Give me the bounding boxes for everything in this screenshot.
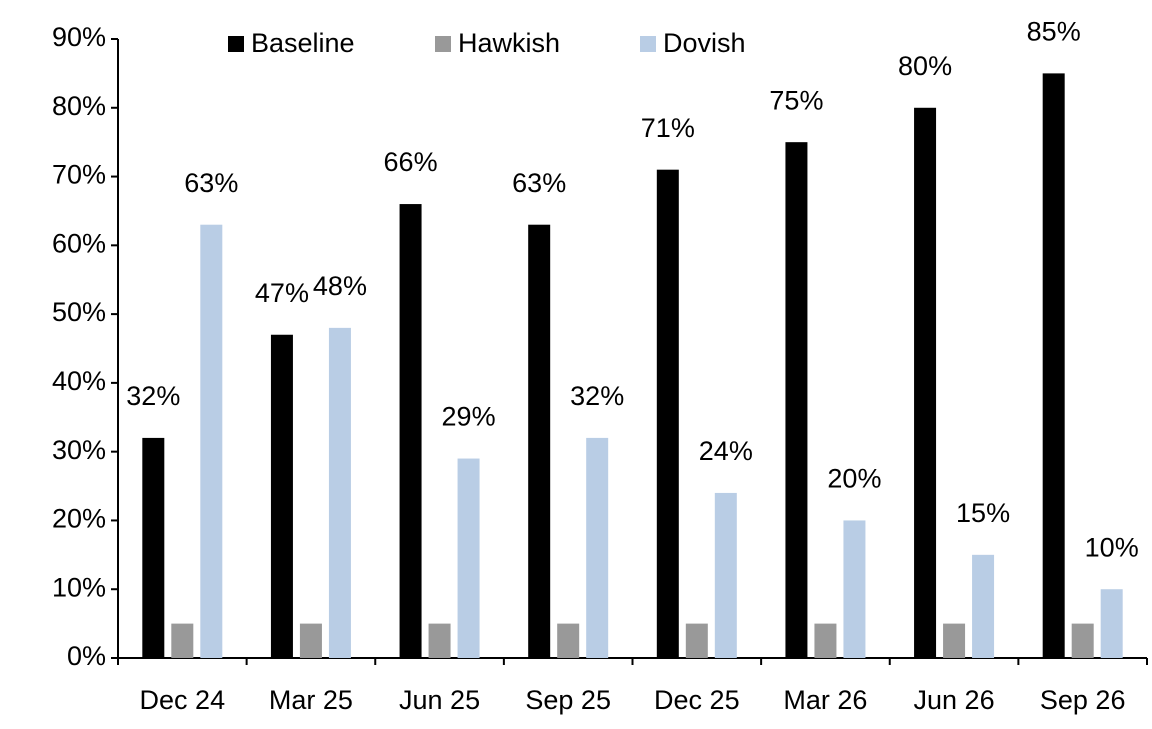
y-tick-label: 30% bbox=[52, 435, 106, 465]
data-label: 32% bbox=[126, 381, 180, 411]
y-tick-label: 60% bbox=[52, 228, 106, 258]
data-label: 75% bbox=[769, 85, 823, 115]
bar bbox=[171, 623, 194, 658]
data-label: 63% bbox=[512, 168, 566, 198]
legend-label: Dovish bbox=[663, 28, 746, 58]
data-label: 71% bbox=[641, 113, 695, 143]
data-label: 47% bbox=[255, 278, 309, 308]
bar bbox=[1042, 73, 1065, 658]
bar bbox=[557, 623, 580, 658]
data-label: 24% bbox=[699, 436, 753, 466]
bar bbox=[785, 142, 808, 658]
data-label: 85% bbox=[1027, 17, 1081, 47]
data-label: 80% bbox=[898, 51, 952, 81]
bar bbox=[200, 224, 223, 658]
legend-label: Baseline bbox=[251, 28, 355, 58]
bar bbox=[586, 437, 609, 658]
bar bbox=[943, 623, 966, 658]
legend-swatch bbox=[435, 36, 451, 52]
bar bbox=[685, 623, 708, 658]
bar bbox=[142, 437, 165, 658]
x-tick-label: Mar 26 bbox=[783, 685, 867, 715]
bar bbox=[656, 169, 679, 658]
bar bbox=[528, 224, 551, 658]
data-label: 29% bbox=[442, 402, 496, 432]
data-label: 20% bbox=[827, 464, 881, 494]
y-tick-label: 90% bbox=[52, 22, 106, 52]
bar bbox=[457, 458, 480, 658]
bar bbox=[1071, 623, 1094, 658]
data-label: 15% bbox=[956, 498, 1010, 528]
y-tick-label: 20% bbox=[52, 504, 106, 534]
bar bbox=[843, 520, 866, 658]
x-tick-label: Dec 24 bbox=[140, 685, 226, 715]
legend-label: Hawkish bbox=[458, 28, 560, 58]
data-label: 32% bbox=[570, 381, 624, 411]
x-tick-label: Sep 25 bbox=[525, 685, 611, 715]
bar bbox=[814, 623, 837, 658]
x-tick-label: Jun 25 bbox=[399, 685, 480, 715]
bar bbox=[270, 334, 293, 658]
bar bbox=[328, 327, 351, 658]
data-label: 10% bbox=[1085, 532, 1139, 562]
bar bbox=[399, 204, 422, 659]
y-tick-label: 40% bbox=[52, 366, 106, 396]
bar bbox=[714, 492, 737, 658]
y-tick-label: 0% bbox=[67, 641, 106, 671]
y-tick-label: 80% bbox=[52, 91, 106, 121]
x-tick-label: Sep 26 bbox=[1040, 685, 1126, 715]
legend-swatch bbox=[228, 36, 244, 52]
x-tick-label: Mar 25 bbox=[269, 685, 353, 715]
x-tick-label: Dec 25 bbox=[654, 685, 740, 715]
legend-swatch bbox=[640, 36, 656, 52]
y-tick-label: 50% bbox=[52, 297, 106, 327]
data-label: 63% bbox=[184, 168, 238, 198]
x-tick-label: Jun 26 bbox=[914, 685, 995, 715]
bar bbox=[428, 623, 451, 658]
bar bbox=[1100, 589, 1123, 658]
y-tick-label: 10% bbox=[52, 572, 106, 602]
bar bbox=[914, 107, 937, 659]
bar bbox=[972, 554, 995, 658]
y-tick-label: 70% bbox=[52, 160, 106, 190]
bar bbox=[299, 623, 322, 658]
data-label: 48% bbox=[313, 271, 367, 301]
data-label: 66% bbox=[384, 147, 438, 177]
